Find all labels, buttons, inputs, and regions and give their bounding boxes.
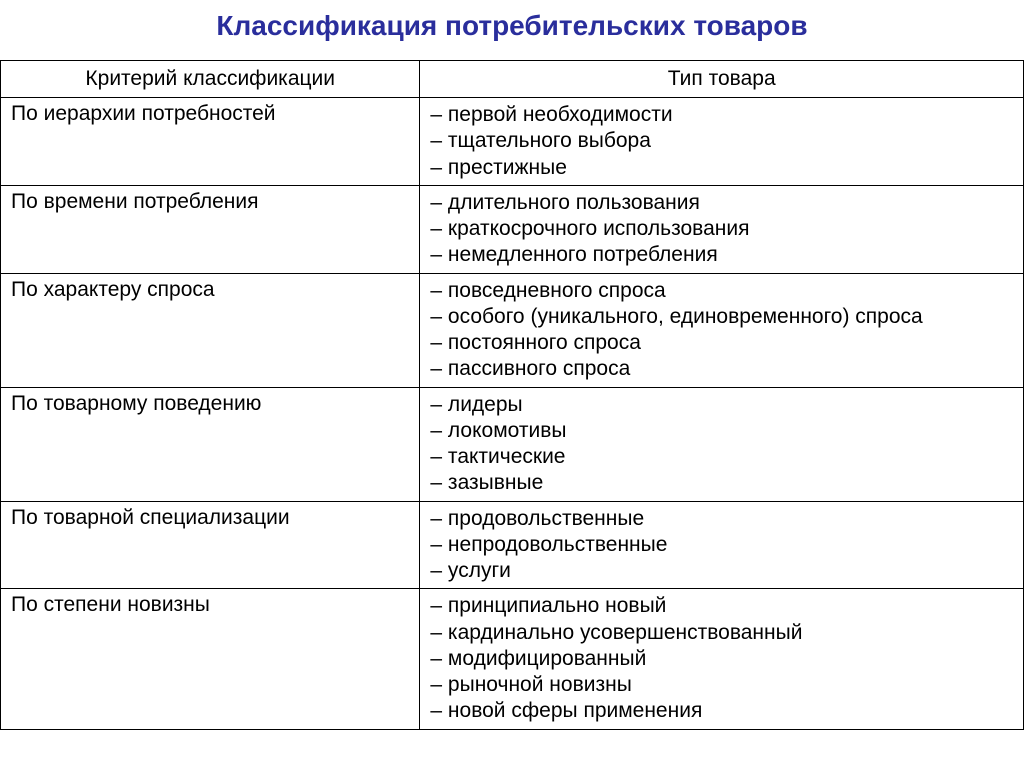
table-header-left: Критерий классификации <box>1 61 420 98</box>
criterion-cell: По иерархии потребностей <box>1 98 420 186</box>
type-item: – немедленного потребления <box>430 242 1013 268</box>
table-row: По времени потребления– длительного поль… <box>1 185 1024 273</box>
type-item: – тактические <box>430 444 1013 470</box>
type-item: – модифицированный <box>430 646 1013 672</box>
table-row: По товарной специализации– продовольстве… <box>1 501 1024 589</box>
type-item: – услуги <box>430 558 1013 584</box>
type-item: – принципиально новый <box>430 593 1013 619</box>
type-item: – особого (уникального, единовременного)… <box>430 304 1013 330</box>
type-item: – рыночной новизны <box>430 672 1013 698</box>
type-item: – длительного пользования <box>430 190 1013 216</box>
classification-table: Критерий классификации Тип товара По иер… <box>0 60 1024 730</box>
type-item: – непродовольственные <box>430 532 1013 558</box>
criterion-cell: По товарному поведению <box>1 387 420 501</box>
type-item: – пассивного спроса <box>430 356 1013 382</box>
type-cell: – продовольственные– непродовольственные… <box>420 501 1024 589</box>
type-cell: – длительного пользования– краткосрочног… <box>420 185 1024 273</box>
type-item: – локомотивы <box>430 418 1013 444</box>
page-title: Классификация потребительских товаров <box>0 10 1024 42</box>
type-cell: – принципиально новый– кардинально усове… <box>420 589 1024 729</box>
type-cell: – лидеры– локомотивы– тактические– зазыв… <box>420 387 1024 501</box>
table-row: По характеру спроса– повседневного спрос… <box>1 273 1024 387</box>
type-cell: – повседневного спроса– особого (уникаль… <box>420 273 1024 387</box>
criterion-cell: По характеру спроса <box>1 273 420 387</box>
criterion-cell: По времени потребления <box>1 185 420 273</box>
criterion-cell: По степени новизны <box>1 589 420 729</box>
type-item: – краткосрочного использования <box>430 216 1013 242</box>
type-item: – первой необходимости <box>430 102 1013 128</box>
criterion-cell: По товарной специализации <box>1 501 420 589</box>
type-item: – тщательного выбора <box>430 128 1013 154</box>
type-item: – зазывные <box>430 470 1013 496</box>
type-cell: – первой необходимости– тщательного выбо… <box>420 98 1024 186</box>
type-item: – продовольственные <box>430 506 1013 532</box>
table-body: По иерархии потребностей– первой необход… <box>1 98 1024 730</box>
table-header-right: Тип товара <box>420 61 1024 98</box>
type-item: – повседневного спроса <box>430 278 1013 304</box>
type-item: – постоянного спроса <box>430 330 1013 356</box>
table-row: По степени новизны– принципиально новый–… <box>1 589 1024 729</box>
type-item: – престижные <box>430 155 1013 181</box>
table-row: По товарному поведению– лидеры– локомоти… <box>1 387 1024 501</box>
table-row: По иерархии потребностей– первой необход… <box>1 98 1024 186</box>
type-item: – лидеры <box>430 392 1013 418</box>
type-item: – кардинально усовершенствованный <box>430 620 1013 646</box>
type-item: – новой сферы применения <box>430 698 1013 724</box>
table-header-row: Критерий классификации Тип товара <box>1 61 1024 98</box>
